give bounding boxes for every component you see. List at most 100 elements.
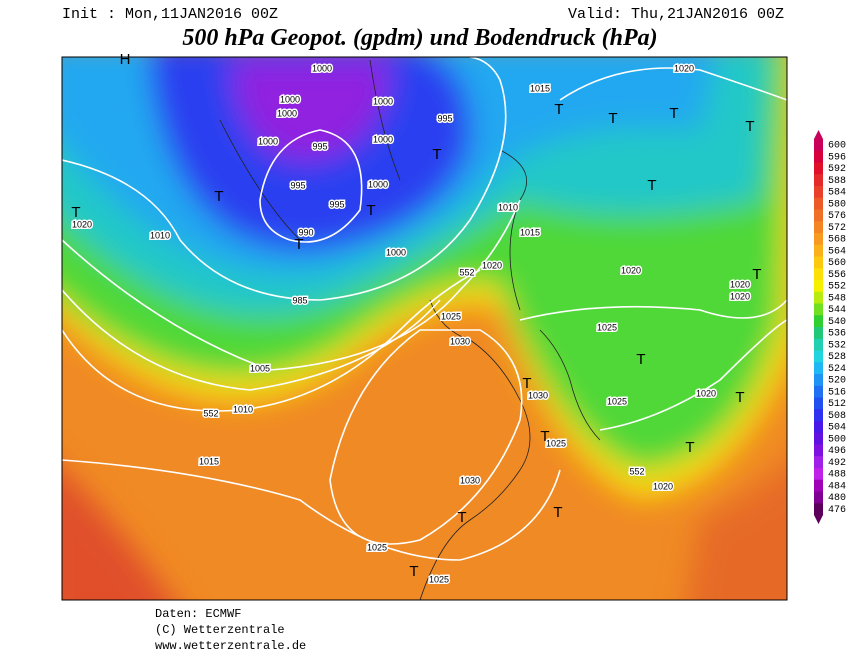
colorbar-label: 480	[828, 493, 846, 504]
pressure-center: T	[608, 110, 617, 127]
pressure-center: T	[745, 118, 754, 135]
colorbar-swatch	[814, 327, 823, 340]
colorbar-label: 520	[828, 376, 846, 387]
map-frame	[61, 56, 788, 601]
isobar-label: 1020	[621, 265, 641, 275]
colorbar-swatch	[814, 350, 823, 363]
pressure-center: T	[366, 202, 375, 219]
isobar-label: 1000	[280, 94, 300, 104]
isobar-label: 1010	[150, 230, 170, 240]
colorbar-label: 516	[828, 387, 846, 398]
colorbar-label: 560	[828, 258, 846, 269]
colorbar-swatch	[814, 162, 823, 175]
map-title: 500 hPa Geopot. (gpdm) und Bodendruck (h…	[182, 25, 657, 51]
colorbar-swatch	[814, 197, 823, 210]
isobar-label: 1000	[373, 96, 393, 106]
isobar-label: 1000	[312, 63, 332, 73]
colorbar-swatch	[814, 374, 823, 387]
colorbar-swatch	[814, 385, 823, 398]
isobar	[62, 57, 507, 301]
colorbar-swatch	[814, 468, 823, 481]
isobar-label: 990	[298, 227, 313, 237]
pressure-center: T	[636, 351, 645, 368]
colorbar-swatch	[814, 456, 823, 469]
colorbar-label: 580	[828, 199, 846, 210]
isobar-label: 1000	[258, 136, 278, 146]
colorbar-label: 492	[828, 458, 846, 469]
field-shading	[62, 57, 787, 600]
isobar-label: 1010	[233, 404, 253, 414]
colorbar-cap	[814, 130, 823, 139]
colorbar-label: 564	[828, 246, 846, 257]
pressure-center: T	[432, 146, 441, 163]
colorbar-swatch	[814, 209, 823, 222]
isobar-label: 1020	[482, 260, 502, 270]
pressure-center: T	[522, 375, 531, 392]
isobar-label: 995	[312, 141, 327, 151]
colorbar-swatch	[814, 233, 823, 246]
isobar-label: 1015	[520, 227, 540, 237]
colorbar-swatch	[814, 303, 823, 316]
pressure-center: H	[120, 51, 131, 68]
colorbar-label: 600	[828, 141, 846, 152]
colorbar-swatch	[814, 409, 823, 422]
colorbar-label: 592	[828, 164, 846, 175]
map-labels: 1000 1000 1000 1000 995 995 1000 1000 1000 995 995…	[70, 51, 761, 586]
isobar-label: 552	[203, 408, 218, 418]
colorbar-swatch	[814, 432, 823, 445]
colorbar-label: 484	[828, 481, 846, 492]
colorbar-label: 588	[828, 176, 846, 187]
isobar-label: 552	[629, 466, 644, 476]
colorbar-swatch	[814, 174, 823, 187]
isobar-label: 1000	[373, 134, 393, 144]
pressure-center: T	[540, 428, 549, 445]
colorbar-swatch	[814, 186, 823, 199]
colorbar-label: 488	[828, 470, 846, 481]
colorbar-cap	[814, 515, 823, 524]
isobar-label: 1025	[367, 542, 387, 552]
colorbar-label: 552	[828, 282, 846, 293]
copyright: (C) Wetterzentrale	[155, 623, 285, 637]
isobar-label: 1000	[386, 247, 406, 257]
data-source: Daten: ECMWF	[155, 607, 241, 621]
isobar	[599, 319, 787, 431]
pressure-center: T	[214, 188, 223, 205]
colorbar-swatch	[814, 421, 823, 434]
colorbar-swatch	[814, 280, 823, 293]
colorbar-label: 572	[828, 223, 846, 234]
colorbar-label: 512	[828, 399, 846, 410]
isobar-label: 995	[437, 113, 452, 123]
isobar	[329, 329, 523, 545]
isobar-label: 1020	[72, 219, 92, 229]
isobar-label: 1025	[441, 311, 461, 321]
isobar	[259, 129, 363, 243]
isobar-label: 1030	[460, 475, 480, 485]
isobar-label: 1030	[528, 390, 548, 400]
pressure-center: T	[735, 389, 744, 406]
valid-time: Valid: Thu,21JAN2016 00Z	[568, 6, 784, 23]
colorbar-swatch	[814, 491, 823, 504]
isobar	[519, 299, 787, 321]
pressure-center: T	[71, 204, 80, 221]
isobar-label: 1025	[429, 574, 449, 584]
colorbar-label: 476	[828, 505, 846, 516]
colorbar-swatch	[814, 221, 823, 234]
pressure-center: T	[553, 504, 562, 521]
colorbar-label: 500	[828, 434, 846, 445]
colorbar-label: 568	[828, 235, 846, 246]
isobar-label: 1020	[696, 388, 716, 398]
isobar-label: 1020	[653, 481, 673, 491]
isobar-label: 1020	[674, 63, 694, 73]
isobar-label: 995	[290, 180, 305, 190]
colorbar-swatch	[814, 256, 823, 269]
isobar-label: 1025	[546, 438, 566, 448]
isobar-label: 995	[329, 199, 344, 209]
isobar-label: 1000	[368, 179, 388, 189]
colorbar-label: 540	[828, 317, 846, 328]
isobar-label: 1015	[199, 456, 219, 466]
colorbar-label: 544	[828, 305, 846, 316]
colorbar-label: 556	[828, 270, 846, 281]
pressure-center: T	[669, 105, 678, 122]
colorbar-swatch	[814, 291, 823, 304]
